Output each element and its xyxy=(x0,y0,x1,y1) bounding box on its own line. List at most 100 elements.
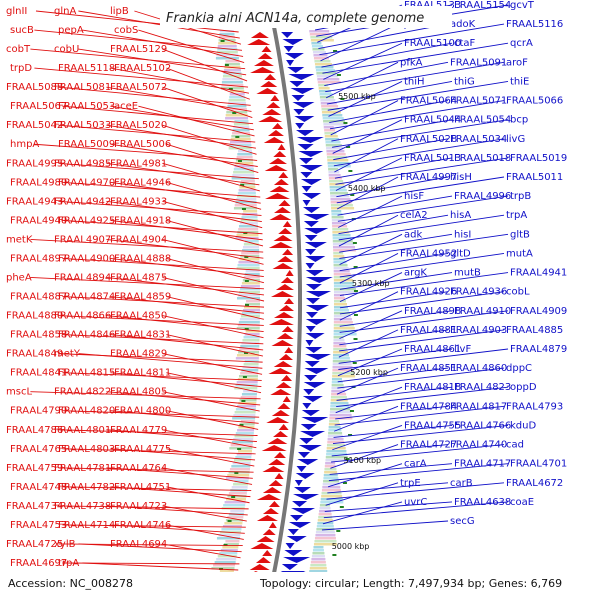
reverse-gene-arrow xyxy=(285,543,295,549)
left-leader-line xyxy=(58,124,256,143)
reverse-gene-arrow xyxy=(292,501,308,507)
feature-band-right xyxy=(333,333,357,336)
right-leader-line xyxy=(335,157,403,191)
right-gene-label: argK xyxy=(404,268,427,279)
reverse-gene-arrow xyxy=(298,452,311,458)
left-gene-label: FRAAL4946 xyxy=(114,177,171,188)
feature-band-left xyxy=(239,375,259,378)
right-leader-line xyxy=(320,23,399,62)
right-gene-label: FRAAL4881 xyxy=(400,325,457,336)
feature-band-right xyxy=(323,480,340,483)
left-leader-line xyxy=(138,29,245,63)
feature-band-right xyxy=(332,369,354,372)
feature-band-left xyxy=(228,99,246,102)
feature-band-left xyxy=(225,540,240,543)
left-gene-label: FRAAL5072 xyxy=(110,82,167,93)
left-gene-label: cobU xyxy=(54,44,79,55)
reverse-gene-arrow xyxy=(301,186,312,192)
feature-band-right xyxy=(322,486,341,489)
right-gene-label: qcrA xyxy=(510,38,533,49)
left-gene-label: FRAAL4849 xyxy=(6,349,63,360)
right-leader-line xyxy=(337,367,505,389)
reverse-gene-arrow xyxy=(305,249,317,255)
left-gene-label: glnII xyxy=(6,6,27,17)
right-gene-label: secG xyxy=(450,516,475,527)
right-leader-line xyxy=(318,23,449,49)
left-leader-line xyxy=(166,258,265,284)
feature-band-right xyxy=(314,540,337,543)
feature-band-right xyxy=(319,93,333,96)
left-gene-label: FRAAL4725 xyxy=(6,539,63,550)
feature-band-right xyxy=(325,459,349,462)
tick-mark xyxy=(342,482,347,484)
forward-gene-arrow xyxy=(256,88,279,94)
feature-band-left xyxy=(234,459,252,462)
feature-band-left xyxy=(234,480,249,483)
reverse-gene-arrow xyxy=(304,242,327,248)
title-background xyxy=(160,6,452,28)
feature-band-left xyxy=(241,312,260,315)
right-leader-line xyxy=(339,272,509,296)
feature-band-left xyxy=(238,321,260,324)
feature-band-left xyxy=(216,54,239,57)
forward-gene-arrow xyxy=(283,298,294,304)
feature-band-right xyxy=(318,513,332,516)
feature-band-left xyxy=(218,534,241,537)
feature-band-right xyxy=(333,327,355,330)
feature-band-left xyxy=(235,159,253,162)
reverse-gene-arrow xyxy=(303,389,315,395)
left-leader-line xyxy=(166,486,250,504)
feature-band-left xyxy=(242,279,260,282)
left-gene-label: FRAAL4887 xyxy=(10,292,67,303)
right-leader-line xyxy=(338,329,399,358)
left-leader-line xyxy=(166,67,250,100)
right-leader-line xyxy=(332,119,403,154)
feature-band-left xyxy=(237,378,258,381)
feature-band-right xyxy=(332,357,350,360)
forward-gene-arrow xyxy=(262,508,279,514)
footer-background xyxy=(0,572,600,600)
feature-band-right xyxy=(318,87,330,90)
right-leader-line xyxy=(339,291,449,309)
right-gene-label: FRAAL4740 xyxy=(450,440,507,451)
feature-band-right xyxy=(328,171,340,174)
feature-band-right xyxy=(333,321,353,324)
feature-band-left xyxy=(216,558,237,561)
right-gene-label: ctaF xyxy=(454,38,476,49)
left-gene-label: FRAAL5042 xyxy=(6,120,63,131)
left-gene-label: FRAAL4765 xyxy=(10,444,67,455)
forward-gene-arrow xyxy=(284,347,294,353)
feature-band-left xyxy=(216,51,238,54)
left-gene-label: FRAAL4764 xyxy=(110,463,167,474)
feature-band-right xyxy=(328,174,341,177)
feature-band-left xyxy=(240,396,257,399)
feature-band-right xyxy=(329,411,351,414)
left-gene-label: FRAAL4714 xyxy=(58,520,115,531)
right-leader-line xyxy=(324,501,453,512)
feature-band-right xyxy=(330,192,349,195)
feature-band-left xyxy=(215,57,239,60)
feature-band-right xyxy=(330,198,351,201)
left-gene-label: FRAAL4907 xyxy=(54,234,111,245)
reverse-gene-arrow xyxy=(288,522,311,528)
left-gene-label: sucB xyxy=(10,25,34,36)
feature-band-right xyxy=(324,135,338,138)
right-leader-line xyxy=(330,100,399,136)
right-gene-label: livF xyxy=(454,344,471,355)
feature-band-left xyxy=(222,525,242,528)
forward-gene-arrow xyxy=(268,480,283,486)
right-leader-line xyxy=(336,367,399,395)
feature-band-left xyxy=(244,273,260,276)
feature-band-left xyxy=(234,435,254,438)
forward-gene-arrow xyxy=(278,172,289,178)
reverse-gene-arrow xyxy=(304,354,331,360)
right-leader-line xyxy=(339,329,449,346)
reverse-gene-arrow xyxy=(304,361,320,367)
right-leader-line xyxy=(339,233,509,259)
feature-band-left xyxy=(239,222,258,225)
tick-mark xyxy=(241,400,246,402)
left-gene-label: FRAAL4738 xyxy=(54,501,111,512)
feature-band-right xyxy=(319,504,330,507)
feature-band-left xyxy=(237,153,253,156)
